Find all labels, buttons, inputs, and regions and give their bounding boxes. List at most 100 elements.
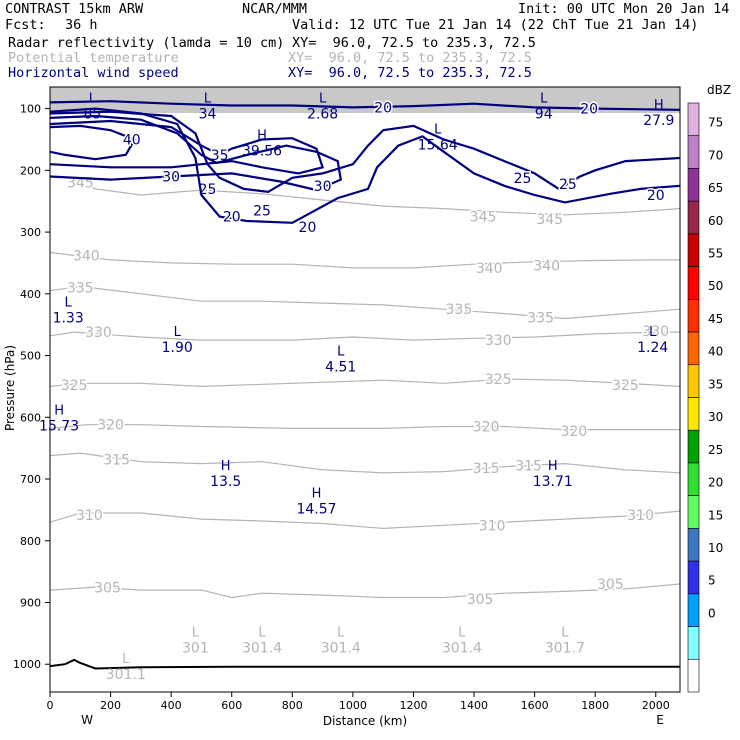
x-tick-label: 800	[282, 699, 303, 712]
terrain-line	[50, 658, 680, 670]
wind-contour-line	[50, 107, 680, 224]
x-tick-label: 1200	[399, 699, 427, 712]
y-tick-label: 900	[20, 596, 41, 609]
extremum-marker: L	[122, 652, 130, 667]
extremum-marker: L	[319, 92, 327, 107]
wind-contour-label: 20	[299, 220, 317, 236]
colorbar-swatch	[687, 168, 700, 202]
field-xy-reflectivity: XY= 96.0, 72.5 to 235.3, 72.5	[292, 35, 536, 51]
extremum-marker: L	[434, 122, 442, 137]
colorbar-swatch	[687, 364, 700, 398]
fcst-value: 36 h	[65, 17, 98, 33]
y-tick-label: 500	[20, 350, 41, 363]
theta-contour-line	[50, 583, 680, 599]
extremum-value: 27.9	[643, 113, 674, 129]
theta-contour-label: 320	[561, 424, 588, 440]
theta-contour-label: 345	[536, 212, 563, 228]
theta-contour-line	[50, 452, 680, 474]
y-axis-label: Pressure (hPa)	[3, 345, 17, 431]
y-tick-label: 200	[20, 164, 41, 177]
extremum-value: 94	[535, 107, 553, 123]
extremum-marker: L	[458, 626, 466, 641]
extremum-value: 301.4	[321, 641, 361, 657]
extremum-marker: L	[204, 92, 212, 107]
x-tick-label: 0	[47, 699, 54, 712]
theta-contour-label: 325	[612, 378, 639, 394]
colorbar-swatch	[687, 593, 700, 627]
field-xy-wind: XY= 96.0, 72.5 to 235.3, 72.5	[288, 65, 532, 81]
colorbar-label: 60	[708, 214, 723, 228]
colorbar-swatch	[687, 200, 700, 235]
colorbar-swatch	[687, 135, 700, 169]
extremum-marker: L	[649, 325, 657, 340]
theta-contour-label: 330	[642, 324, 669, 340]
extremum-value: 13.5	[210, 474, 241, 490]
theta-contour-label: 330	[85, 325, 112, 341]
extremum-value: 1.24	[637, 340, 668, 356]
colorbar-swatch	[687, 528, 700, 562]
colorbar-label: 65	[708, 181, 723, 195]
colorbar-label: 50	[708, 279, 723, 293]
wind-contour-label: 30	[314, 179, 332, 195]
y-tick-label: 300	[20, 226, 41, 239]
extremum-marker: L	[337, 626, 345, 641]
colorbar-swatch	[687, 233, 700, 267]
colorbar-unit: dBZ	[707, 83, 731, 97]
y-tick-label: 400	[20, 288, 41, 301]
extremum-value: 1.33	[53, 310, 84, 326]
wind-contour-label: 25	[559, 177, 577, 193]
extremum-value: 2.68	[307, 107, 338, 123]
colorbar-swatch	[687, 331, 700, 366]
extremum-marker: L	[89, 92, 97, 107]
theta-contour-label: 310	[479, 518, 506, 534]
theta-contour-label: 325	[485, 372, 512, 388]
wind-contour-label: 40	[123, 132, 141, 148]
theta-contour-label: 310	[76, 508, 103, 524]
extremum-marker: L	[561, 626, 569, 641]
org-label: NCAR/MMM	[242, 1, 308, 17]
extremum-marker: L	[337, 345, 345, 360]
colorbar-swatch	[687, 429, 700, 464]
y-tick-label: 800	[20, 535, 41, 548]
wind-contour-label: 25	[514, 171, 532, 187]
colorbar-label: 40	[708, 345, 723, 359]
wind-contour-label: 25	[253, 203, 271, 219]
x-end-label-west: W	[81, 713, 93, 727]
x-tick-label: 400	[161, 699, 182, 712]
colorbar-swatch	[687, 626, 700, 660]
extremum-value: 39.56	[242, 144, 282, 160]
wind-contour-line	[50, 114, 343, 192]
extremum-marker: H	[54, 403, 64, 418]
theta-contour-label: 330	[485, 333, 512, 349]
model-title: CONTRAST 15km ARW	[5, 1, 144, 17]
colorbar-label: 15	[708, 508, 723, 522]
theta-contour-line	[50, 424, 680, 431]
extremum-marker: L	[192, 626, 200, 641]
colorbar-swatch	[687, 560, 700, 595]
extremum-marker: H	[257, 129, 267, 144]
colorbar-label: 70	[708, 148, 723, 162]
colorbar-label: 30	[708, 410, 723, 424]
x-tick-label: 1400	[460, 699, 488, 712]
colorbar-label: 5	[708, 574, 716, 588]
extremum-value: 14.57	[296, 502, 336, 518]
theta-contour-label: 305	[597, 577, 624, 593]
extremum-value: 301.4	[242, 641, 282, 657]
wind-contour-label: 20	[374, 100, 392, 116]
theta-contour-label: 310	[627, 508, 654, 524]
plot-frame	[49, 86, 681, 693]
y-tick-label: 600	[20, 411, 41, 424]
y-tick-label: 1000	[13, 658, 41, 671]
theta-contour-label: 320	[97, 418, 124, 434]
wind-contour-label: 20	[580, 102, 598, 118]
fcst-label: Fcst:	[5, 17, 46, 33]
x-tick-label: 1000	[339, 699, 367, 712]
extremum-value: 301.1	[106, 667, 146, 683]
colorbar-label: 10	[708, 541, 723, 555]
extremum-marker: H	[221, 459, 231, 474]
theta-contour-label: 315	[103, 452, 130, 468]
extremum-marker: H	[654, 98, 664, 113]
wind-contour-label: 20	[647, 188, 665, 204]
field-name-reflectivity: Radar reflectivity (lamda = 10 cm)	[8, 35, 285, 51]
